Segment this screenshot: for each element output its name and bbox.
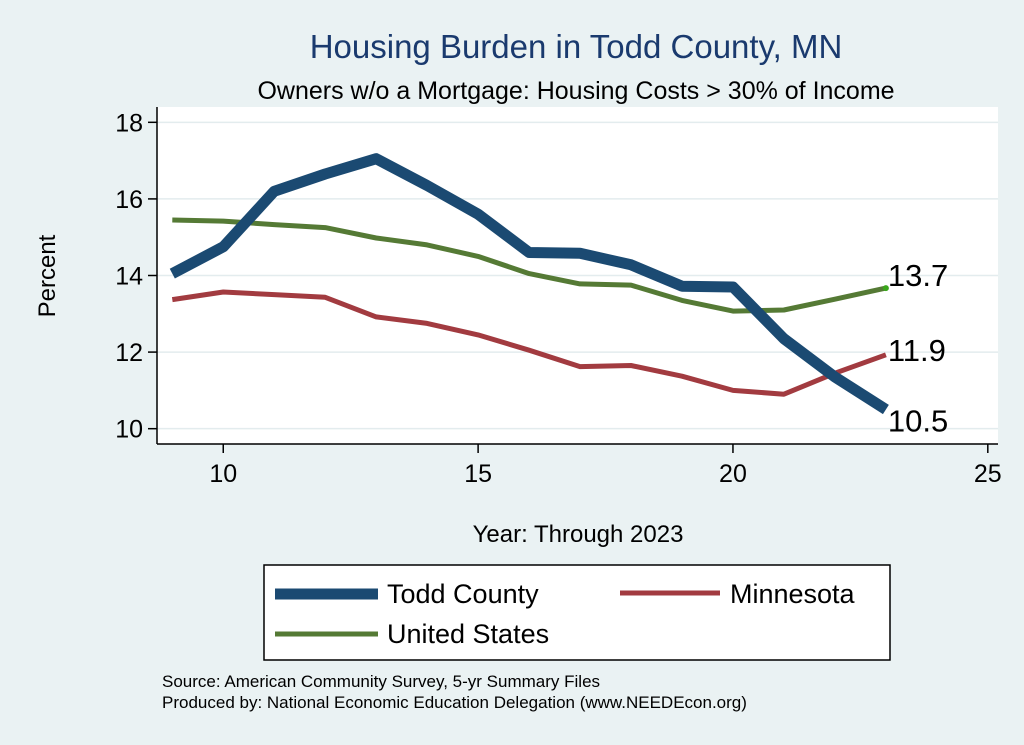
x-tick-label: 15 [464,460,492,488]
y-tick-label: 18 [115,109,143,137]
legend: Todd County Minnesota United States [263,564,891,661]
x-tick-label: 25 [974,460,1002,488]
legend-label-todd-county: Todd County [387,579,539,609]
end-marker-united-states [882,285,889,292]
series-line-todd-county [169,153,889,415]
series-lines [169,153,889,415]
producer-line: Produced by: National Economic Education… [162,693,747,712]
chart-subtitle: Owners w/o a Mortgage: Housing Costs > 3… [257,77,894,105]
x-tick-label: 20 [719,460,747,488]
end-label-todd-county: 10.5 [888,404,948,439]
legend-box [263,564,891,661]
end-label-minnesota: 11.9 [888,333,946,368]
x-tick-label: 10 [209,460,237,488]
end-label-united-states: 13.7 [888,258,948,293]
y-tick-label: 12 [115,339,143,367]
chart-title: Housing Burden in Todd County, MN [310,28,843,65]
y-tick-label: 14 [115,263,143,291]
axes: 10 12 14 16 18 10 15 20 25 [115,107,1002,488]
legend-label-united-states: United States [387,619,549,649]
y-tick-label: 10 [115,416,143,444]
series-line-united-states [172,217,887,314]
legend-label-minnesota: Minnesota [730,579,856,609]
x-axis-title: Year: Through 2023 [473,521,684,548]
end-labels: 10.5 11.9 13.7 [888,258,948,438]
grid-lines [157,121,998,430]
series-line-minnesota [171,289,887,397]
y-tick-label: 16 [115,186,143,214]
y-axis-title: Percent [34,234,61,317]
source-line: Source: American Community Survey, 5-yr … [162,672,600,691]
